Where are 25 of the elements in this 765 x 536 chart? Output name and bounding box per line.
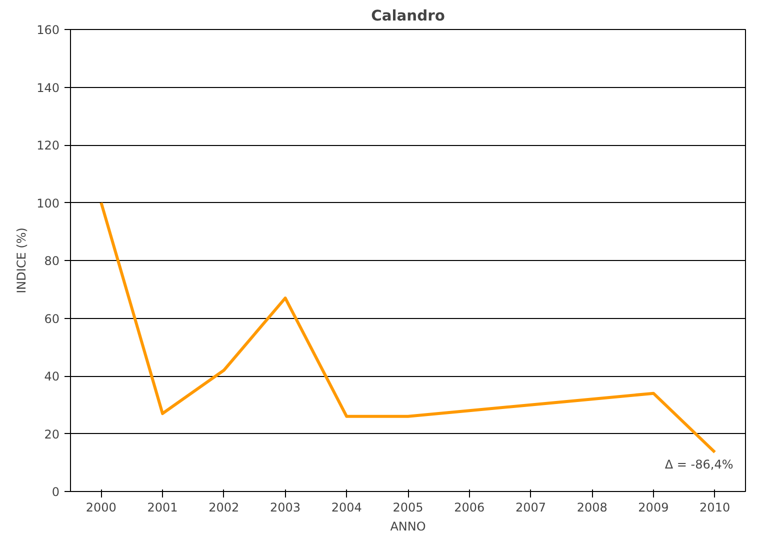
y-tick-label: 120 xyxy=(36,138,60,152)
y-tick-label: 0 xyxy=(52,485,60,499)
y-tick-label: 60 xyxy=(44,312,60,326)
x-tick-label: 2005 xyxy=(392,500,424,514)
x-tick-label: 2000 xyxy=(86,500,116,514)
x-tick-label: 2006 xyxy=(454,500,485,514)
y-axis-title: INDICE (%) xyxy=(14,228,29,294)
x-tick-label: 2008 xyxy=(576,500,608,514)
y-tick-label: 140 xyxy=(36,80,60,95)
y-tick-label: 40 xyxy=(44,370,60,384)
x-tick-label: 2004 xyxy=(331,500,362,514)
y-tick-label: 20 xyxy=(44,427,60,442)
x-tick-label: 2010 xyxy=(700,500,730,514)
line-series xyxy=(100,201,716,454)
annotation: Δ = -86,4% xyxy=(664,457,734,472)
x-tick-label: 2002 xyxy=(208,500,240,514)
y-tick-label: 100 xyxy=(36,196,60,210)
x-tick-label: 2001 xyxy=(147,500,178,514)
x-tick-label: 2009 xyxy=(638,500,669,514)
x-tick-label: 2003 xyxy=(270,500,301,514)
y-tick-label: 80 xyxy=(44,254,60,268)
x-tick-label: 2007 xyxy=(515,500,546,514)
y-tick-label: 160 xyxy=(36,23,60,37)
x-axis-title: ANNO xyxy=(390,520,426,534)
chart-title: Calandro xyxy=(371,8,445,24)
